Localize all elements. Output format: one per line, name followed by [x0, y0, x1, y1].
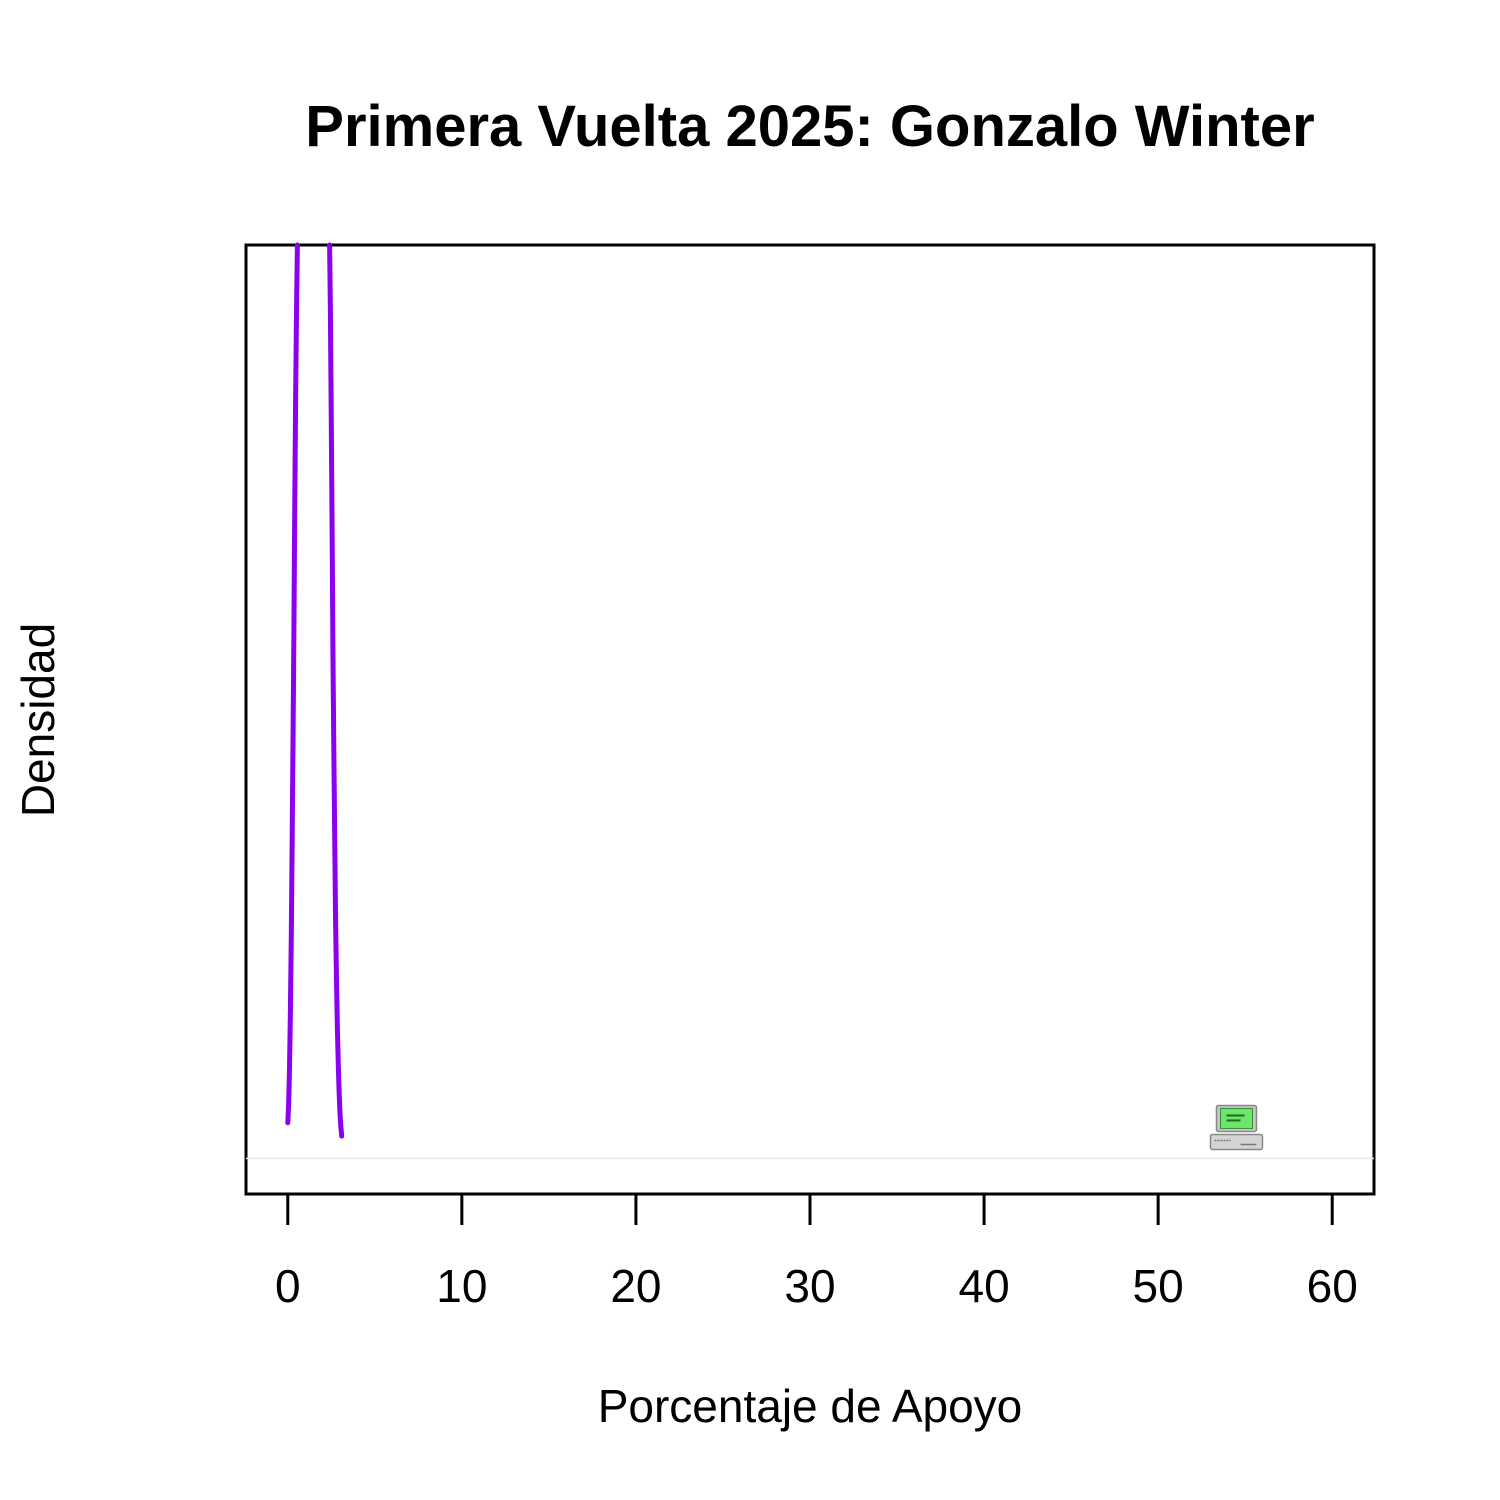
x-tick-label-30: 30: [784, 1260, 835, 1312]
x-tick-label-0: 0: [275, 1260, 301, 1312]
series-layer: [285, 242, 345, 1139]
x-axis-label: Porcentaje de Apoyo: [598, 1380, 1023, 1432]
x-axis: 0 10 20 30 40 50 60: [275, 1194, 1358, 1312]
plot-frame: [244, 243, 1376, 1196]
x-tick-label-10: 10: [436, 1260, 487, 1312]
density-curve-1: [285, 242, 300, 1126]
chart-title: Primera Vuelta 2025: Gonzalo Winter: [305, 94, 1314, 159]
x-tick-label-40: 40: [958, 1260, 1009, 1312]
computer-icon: [1209, 1104, 1264, 1151]
density-curve-2: [327, 242, 345, 1139]
x-tick-label-20: 20: [610, 1260, 661, 1312]
x-tick-label-60: 60: [1307, 1260, 1358, 1312]
y-axis-label: Densidad: [12, 623, 64, 817]
x-tick-label-50: 50: [1133, 1260, 1184, 1312]
